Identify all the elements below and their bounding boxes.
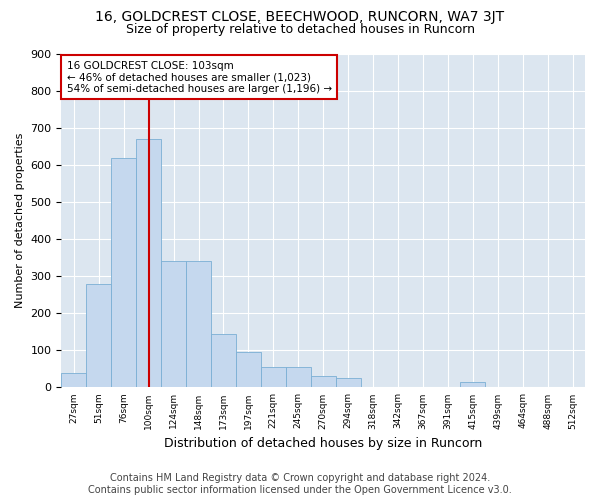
Bar bbox=[335, 378, 361, 388]
Text: 16 GOLDCREST CLOSE: 103sqm
← 46% of detached houses are smaller (1,023)
54% of s: 16 GOLDCREST CLOSE: 103sqm ← 46% of deta… bbox=[67, 60, 332, 94]
Bar bbox=[460, 382, 485, 388]
Text: Size of property relative to detached houses in Runcorn: Size of property relative to detached ho… bbox=[125, 22, 475, 36]
Bar bbox=[211, 334, 236, 388]
Bar bbox=[261, 367, 286, 388]
Y-axis label: Number of detached properties: Number of detached properties bbox=[15, 133, 25, 308]
Bar bbox=[161, 262, 186, 388]
Text: 16, GOLDCREST CLOSE, BEECHWOOD, RUNCORN, WA7 3JT: 16, GOLDCREST CLOSE, BEECHWOOD, RUNCORN,… bbox=[95, 10, 505, 24]
Bar bbox=[311, 376, 335, 388]
Bar bbox=[236, 352, 261, 388]
X-axis label: Distribution of detached houses by size in Runcorn: Distribution of detached houses by size … bbox=[164, 437, 482, 450]
Bar bbox=[186, 262, 211, 388]
Bar bbox=[286, 367, 311, 388]
Bar bbox=[136, 139, 161, 388]
Text: Contains HM Land Registry data © Crown copyright and database right 2024.
Contai: Contains HM Land Registry data © Crown c… bbox=[88, 474, 512, 495]
Bar bbox=[61, 372, 86, 388]
Bar bbox=[111, 158, 136, 388]
Bar bbox=[86, 284, 111, 388]
